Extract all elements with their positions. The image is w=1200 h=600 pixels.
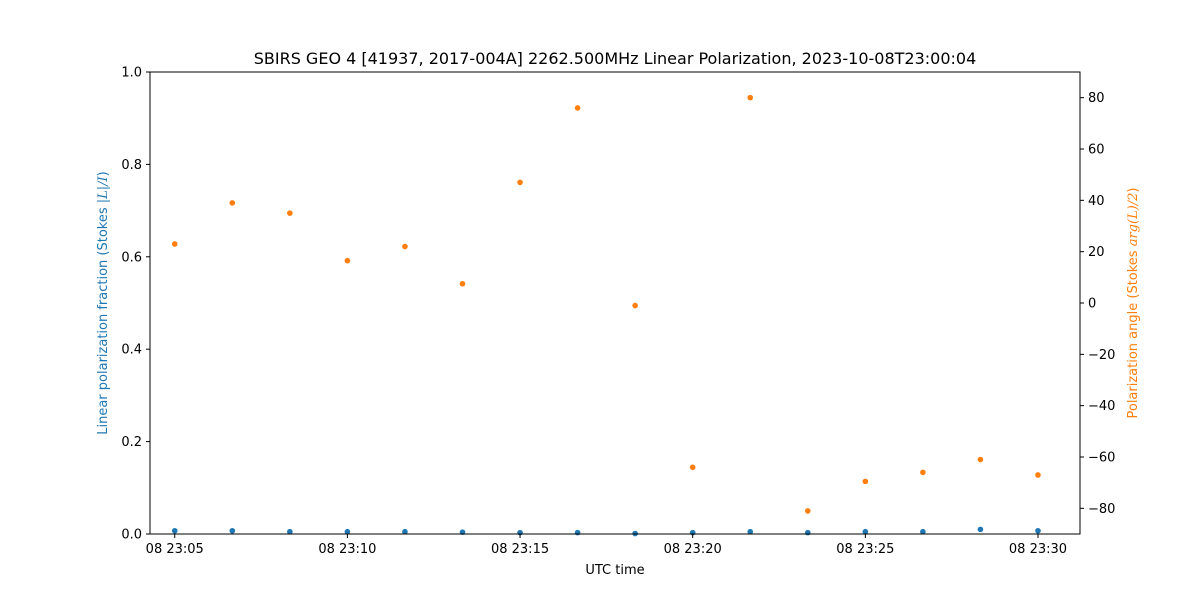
y-axis-label-left: Linear polarization fraction (Stokes |L|… [96, 171, 111, 435]
polarization-fraction-point [229, 527, 236, 534]
polarization-angle-point [862, 478, 869, 485]
y-left-tick-label: 1.0 [121, 66, 142, 81]
polarization-fraction-point [862, 528, 869, 535]
polarization-fraction-point [171, 527, 178, 534]
x-tick-label: 08 23:15 [491, 542, 549, 557]
polarization-fraction-point [1035, 527, 1041, 534]
y-left-tick-label: 0.4 [121, 343, 142, 358]
y-right-tick-label: −60 [1088, 451, 1115, 466]
x-tick-label: 08 23:20 [664, 542, 722, 557]
y-left-tick-label: 0.2 [121, 435, 142, 450]
polarization-angle-point [977, 456, 984, 463]
polarization-fraction-point [920, 528, 926, 535]
polarization-fraction-point [804, 529, 811, 536]
y-right-tick-label: −20 [1088, 348, 1115, 363]
y-axis-left: 0.0 0.2 0.4 0.6 0.8 1.0 [121, 66, 150, 543]
polarization-angle-point [689, 464, 696, 471]
polarization-angle-point [1035, 472, 1041, 478]
polarization-angle-point [402, 243, 408, 250]
y-right-tick-label: −80 [1088, 502, 1115, 517]
polarization-angle-point [632, 302, 638, 309]
polarization-angle-point [171, 241, 178, 247]
polarization-angle-point [459, 280, 466, 287]
polarization-angle-point [344, 257, 351, 264]
polarization-angle-point [517, 179, 523, 186]
x-axis-label: UTC time [585, 563, 644, 578]
x-tick-label: 08 23:30 [1009, 542, 1067, 557]
y-right-tick-label: 60 [1088, 143, 1105, 158]
y-right-tick-label: 0 [1088, 297, 1096, 312]
polarization-angle-point [229, 200, 236, 206]
polarization-angle-point [804, 508, 811, 514]
polarization-fraction-point [402, 528, 408, 535]
y-right-tick-label: 40 [1088, 194, 1105, 209]
x-tick-label: 08 23:05 [146, 542, 204, 557]
polarization-fraction-point [344, 528, 351, 535]
right-series-points [171, 94, 1041, 514]
polarization-angle-point [287, 210, 293, 216]
polarization-angle-point [574, 105, 581, 111]
polarization-fraction-point [574, 529, 581, 536]
y-left-tick-label: 0.8 [121, 158, 142, 173]
polarization-angle-point [747, 94, 754, 101]
y-right-tick-label: −40 [1088, 399, 1115, 414]
polarization-fraction-point [287, 528, 293, 535]
x-tick-label: 08 23:25 [836, 542, 894, 557]
y-left-tick-label: 0.0 [121, 528, 142, 543]
polarization-fraction-point [747, 528, 754, 535]
y-right-tick-label: 80 [1088, 91, 1105, 106]
x-axis: 08 23:05 08 23:10 08 23:15 08 23:20 08 23:25… [146, 534, 1067, 557]
y-right-tick-label: 20 [1088, 245, 1105, 260]
y-left-tick-label: 0.6 [121, 250, 142, 265]
y-axis-label-right: Polarization angle (Stokes arg(L)/2) [1126, 187, 1141, 418]
polarization-angle-point [920, 469, 926, 476]
chart-title: SBIRS GEO 4 [41937, 2017-004A] 2262.500M… [254, 49, 977, 68]
polarization-fraction-point [977, 526, 984, 533]
y-axis-right: 80 60 40 20 0 −20 −40 −60 −80 [1080, 91, 1115, 517]
x-tick-label: 08 23:10 [318, 542, 376, 557]
